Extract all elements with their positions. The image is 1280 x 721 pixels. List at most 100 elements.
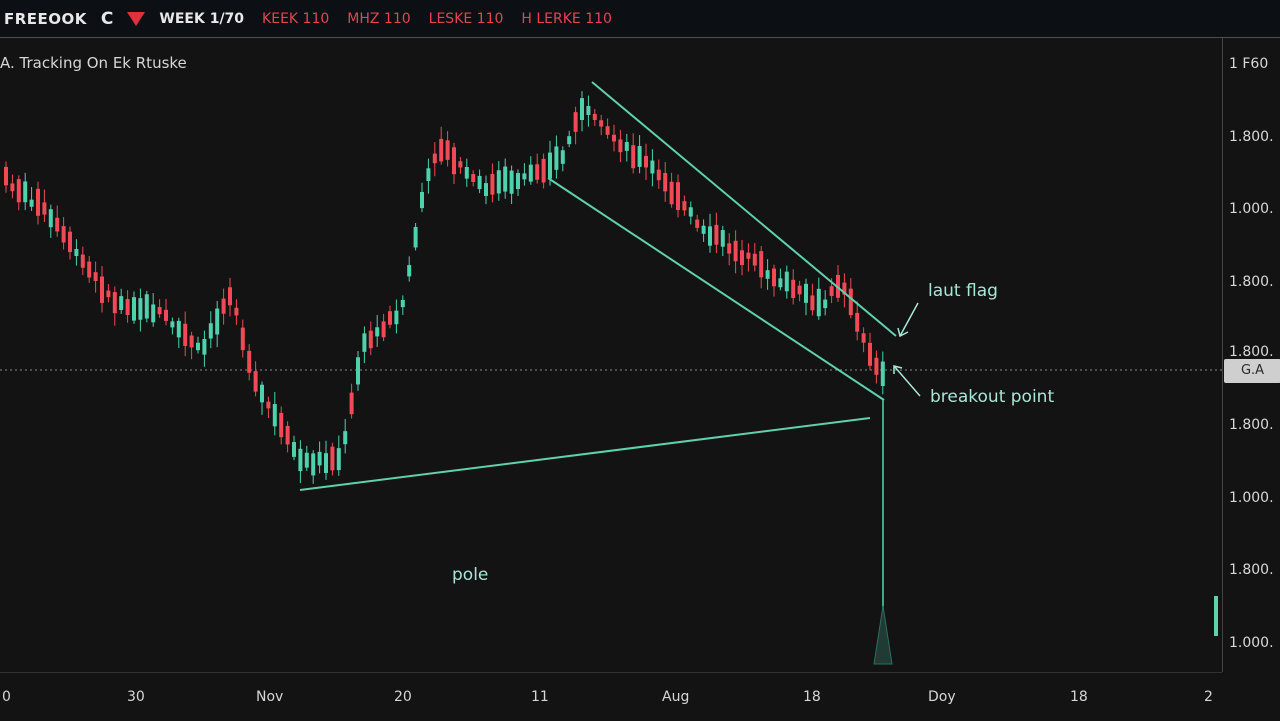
timeframe-label[interactable]: WEEK 1/70 <box>159 10 245 27</box>
ohlc-open: KEEK 110 <box>262 10 330 27</box>
candle-body <box>631 145 636 169</box>
candle-body <box>829 286 834 296</box>
price-scale-handle[interactable] <box>1214 596 1218 636</box>
candle-body <box>573 112 578 132</box>
candles-group <box>4 91 885 484</box>
candle-body <box>266 401 271 409</box>
candle-body <box>311 453 316 476</box>
price-label: 1.000. <box>1229 490 1274 506</box>
candle-body <box>356 357 360 385</box>
candle-body <box>432 153 437 164</box>
time-label: 18 <box>803 689 821 705</box>
candle-body <box>650 160 655 174</box>
candle-body <box>644 155 648 168</box>
candle-body <box>445 140 450 160</box>
candle-body <box>746 252 751 259</box>
compare-icon[interactable]: C <box>100 8 114 29</box>
candle-body <box>61 226 66 243</box>
candle-body <box>586 106 591 115</box>
time-axis[interactable]: 0 30 Nov 20 11 Aug 18 Doy 18 2 <box>0 672 1222 721</box>
candle-body <box>183 323 188 347</box>
candle-body <box>208 323 213 339</box>
candle-body <box>784 271 789 292</box>
symbol-name[interactable]: FREEOOK <box>4 9 87 28</box>
candle-body <box>247 350 252 373</box>
candle-body <box>554 146 559 170</box>
price-label: 1.000. <box>1229 201 1274 217</box>
price-down-triangle-icon <box>127 11 146 26</box>
candle-body <box>189 335 194 348</box>
candle-body <box>548 152 552 179</box>
price-label: 1.800. <box>1229 417 1274 433</box>
time-label: Doy <box>928 689 956 705</box>
candle-body <box>164 309 168 321</box>
candle-body <box>708 226 712 246</box>
candle-body <box>55 217 60 232</box>
candle-body <box>16 179 21 203</box>
candle-body <box>618 139 623 153</box>
candle-body <box>343 431 348 445</box>
candle-body <box>125 299 130 316</box>
candle-body <box>772 268 776 287</box>
flag-arrow-head <box>897 327 909 338</box>
candle-body <box>727 243 732 254</box>
candle-body <box>682 201 687 211</box>
candle-body <box>304 452 309 468</box>
candle-body <box>196 342 200 351</box>
candle-body <box>516 173 520 190</box>
candle-body <box>477 175 482 190</box>
candle-body <box>765 270 770 279</box>
candle-body <box>400 299 405 308</box>
candle-body <box>144 294 149 319</box>
candle-body <box>560 150 565 164</box>
candle-body <box>375 327 380 337</box>
price-label: 1.800. <box>1229 274 1274 290</box>
price-label: 1 F60 <box>1229 56 1269 72</box>
candle-body <box>170 321 175 328</box>
candle-body <box>240 327 245 351</box>
candle-body <box>541 158 546 183</box>
candle-body <box>439 138 444 162</box>
pole-label: pole <box>452 565 489 585</box>
candle-body <box>221 298 226 314</box>
top-toolbar: FREEOOK C WEEK 1/70 KEEK 110 MHZ 110 LES… <box>0 0 1280 38</box>
breakout-arrow-head <box>893 365 903 374</box>
time-label: 30 <box>127 689 145 705</box>
candle-body <box>624 142 629 151</box>
candle-body <box>880 361 885 387</box>
price-label: 1.800. <box>1229 129 1274 145</box>
candle-body <box>535 164 540 180</box>
candle-body <box>855 312 860 332</box>
time-label: 0 <box>2 689 11 705</box>
candle-body <box>663 173 668 192</box>
candle-body <box>292 442 296 457</box>
pole-trendline <box>299 417 871 491</box>
candle-body <box>874 357 879 375</box>
candle-body <box>253 371 258 392</box>
chart-canvas[interactable] <box>0 38 1222 672</box>
candle-body <box>349 392 354 415</box>
candle-body <box>330 446 335 471</box>
candle-body <box>816 288 821 317</box>
candle-body <box>701 225 706 234</box>
candle-body <box>202 338 207 355</box>
chart-legend[interactable]: A. Tracking On Ek Rtuske <box>0 54 187 72</box>
breakout-label: breakout point <box>930 387 1055 407</box>
flag-label: laut flag <box>928 281 998 301</box>
ohlc-low: LESKE 110 <box>428 10 504 27</box>
breakout-spike <box>873 605 893 665</box>
candle-body <box>503 166 508 192</box>
price-axis[interactable]: 1 F60 1.800. 1.000. 1.800. 1.800. G.A 1.… <box>1222 38 1280 672</box>
candle-body <box>522 173 527 180</box>
candle-body <box>810 295 815 311</box>
candle-body <box>29 199 34 207</box>
candle-body <box>720 230 725 247</box>
price-label: 1.000. <box>1229 635 1274 651</box>
candle-body <box>381 321 386 338</box>
candle-body <box>464 166 469 179</box>
candle-body <box>471 174 476 183</box>
candle-body <box>368 330 373 349</box>
candle-body <box>407 265 412 277</box>
candle-body <box>848 288 853 316</box>
time-label: 11 <box>531 689 549 705</box>
